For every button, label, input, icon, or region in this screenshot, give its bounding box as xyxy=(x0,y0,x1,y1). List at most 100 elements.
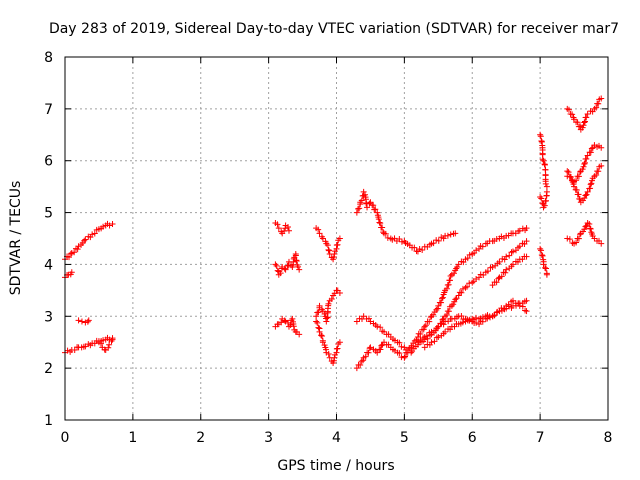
x-tick-label: 6 xyxy=(468,430,477,446)
data-point xyxy=(587,185,594,192)
data-point xyxy=(396,236,403,243)
data-point xyxy=(358,358,365,365)
data-point xyxy=(538,195,545,202)
data-point xyxy=(598,162,605,169)
data-point xyxy=(84,318,91,325)
data-point xyxy=(377,346,384,353)
data-point xyxy=(433,306,440,313)
data-point xyxy=(419,246,426,253)
data-point xyxy=(358,197,365,204)
axis-ticks xyxy=(64,56,609,421)
data-point xyxy=(598,144,605,151)
data-point xyxy=(442,328,449,335)
data-point xyxy=(543,183,550,190)
data-point xyxy=(367,344,374,351)
data-point xyxy=(542,180,549,187)
data-point xyxy=(522,307,529,314)
data-point xyxy=(281,265,288,272)
data-point xyxy=(108,338,115,345)
data-point xyxy=(444,232,451,239)
data-point xyxy=(89,231,96,238)
data-point xyxy=(427,332,434,339)
data-point xyxy=(480,272,487,279)
data-point xyxy=(503,266,510,273)
data-point xyxy=(582,192,589,199)
y-tick-label: 7 xyxy=(44,102,53,118)
data-point xyxy=(580,122,587,129)
data-point xyxy=(543,188,550,195)
data-point xyxy=(523,308,530,315)
data-point xyxy=(566,236,573,243)
data-point xyxy=(315,309,322,316)
data-point xyxy=(458,289,465,296)
data-point xyxy=(587,225,594,232)
chart-title: Day 283 of 2019, Sidereal Day-to-day VTE… xyxy=(49,21,619,37)
data-point xyxy=(398,343,405,350)
data-point xyxy=(541,202,548,209)
x-tick-label: 3 xyxy=(264,430,273,446)
data-point xyxy=(435,334,442,341)
data-point xyxy=(466,251,473,258)
data-point xyxy=(463,283,470,290)
data-point xyxy=(404,349,411,356)
x-tick-labels: 0 1 2 3 4 5 6 7 8 xyxy=(61,430,613,446)
x-axis-title: GPS time / hours xyxy=(277,458,394,474)
data-point xyxy=(381,328,388,335)
data-point xyxy=(97,340,104,347)
data-point xyxy=(564,168,571,175)
data-point xyxy=(71,249,78,256)
data-point xyxy=(435,323,442,330)
data-point xyxy=(281,317,288,324)
data-point xyxy=(422,322,429,329)
data-point xyxy=(584,111,591,118)
data-point xyxy=(479,243,486,250)
data-point xyxy=(581,118,588,125)
data-point xyxy=(336,235,343,242)
data-point xyxy=(503,253,510,260)
data-point xyxy=(325,300,332,307)
data-point xyxy=(384,234,391,241)
data-point xyxy=(438,299,445,306)
data-point xyxy=(443,285,450,292)
data-point xyxy=(336,289,343,296)
data-point xyxy=(516,227,523,234)
data-point xyxy=(81,237,88,244)
data-point xyxy=(477,271,484,278)
data-point xyxy=(273,262,280,269)
data-point xyxy=(353,365,360,372)
data-point xyxy=(566,173,573,180)
data-point xyxy=(538,137,545,144)
y-tick-label: 2 xyxy=(44,361,53,377)
data-point xyxy=(318,332,325,339)
data-point xyxy=(523,253,530,260)
data-point xyxy=(452,230,459,237)
data-point xyxy=(439,295,446,302)
data-point xyxy=(575,235,582,242)
data-point xyxy=(588,145,595,152)
data-point xyxy=(489,282,496,289)
data-point xyxy=(296,331,303,338)
data-point xyxy=(417,330,424,337)
data-point xyxy=(365,349,372,356)
data-point xyxy=(374,209,381,216)
data-point xyxy=(591,235,598,242)
x-tick-label: 2 xyxy=(196,430,205,446)
data-point xyxy=(331,251,338,258)
data-point xyxy=(584,152,591,159)
data-point xyxy=(598,240,605,247)
x-tick-label: 4 xyxy=(332,430,341,446)
data-point xyxy=(414,334,421,341)
data-point xyxy=(85,317,92,324)
data-point xyxy=(295,263,302,270)
data-point xyxy=(75,317,82,324)
data-point xyxy=(543,265,550,272)
data-point xyxy=(296,266,303,273)
data-point xyxy=(334,345,341,352)
data-point xyxy=(581,119,588,126)
data-point xyxy=(496,258,503,265)
data-point xyxy=(370,202,377,209)
data-point xyxy=(376,219,383,226)
data-point xyxy=(574,119,581,126)
data-point xyxy=(287,321,294,328)
data-point xyxy=(364,204,371,211)
